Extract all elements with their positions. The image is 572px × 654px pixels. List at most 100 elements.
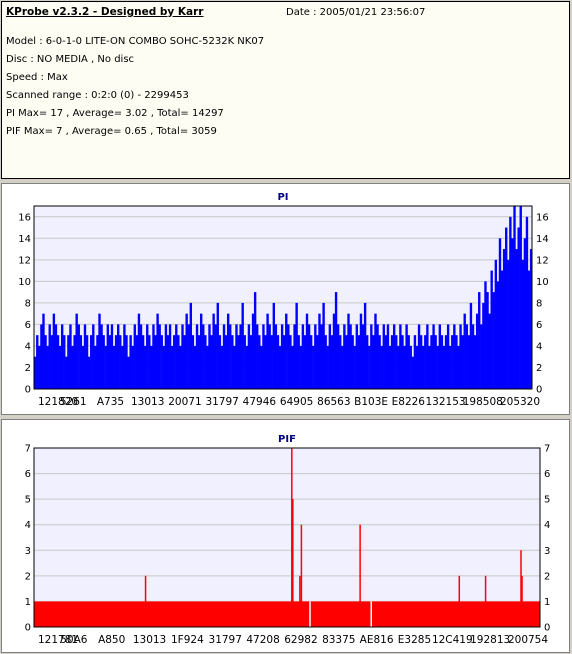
pi-bar [249, 335, 253, 389]
pif-spike [291, 448, 293, 627]
pif-summary-line: PIF Max= 7 , Average= 0.65 , Total= 3059 [6, 126, 217, 137]
pi-bar [229, 324, 232, 389]
plot-area [33, 447, 541, 628]
pi-bar [509, 216, 512, 389]
pi-bar [106, 324, 109, 389]
pi-bar [334, 292, 338, 389]
y-tick-label-right: 4 [536, 341, 542, 352]
x-tick-label: 13013 [131, 396, 164, 408]
pi-bar [388, 345, 392, 389]
scan-date: Date : 2005/01/21 23:56:07 [286, 7, 426, 18]
pi-bar [56, 335, 60, 389]
pi-bar [108, 335, 112, 389]
x-tick-label: 20071 [168, 396, 201, 408]
pi-bar [189, 302, 192, 389]
x-tick-label: 5261 [60, 396, 87, 408]
pi-bar [527, 270, 531, 389]
pi-bar [187, 324, 190, 389]
pi-bar [226, 313, 230, 389]
y-tick-label-right: 2 [544, 571, 550, 582]
y-tick-label-left: 14 [18, 234, 31, 245]
pi-bar [322, 302, 325, 389]
y-tick-label-right: 14 [536, 234, 549, 245]
pif-spike [292, 499, 294, 627]
pif-spike [359, 524, 361, 627]
pi-bar [121, 345, 124, 389]
pi-bar [353, 345, 356, 389]
y-tick-label-right: 2 [536, 363, 542, 374]
pi-bar [206, 345, 209, 389]
pi-bar [430, 335, 433, 389]
pi-bar [195, 324, 199, 389]
pi-bar [48, 324, 51, 389]
pi-bar [191, 335, 195, 389]
pi-bar [202, 324, 205, 389]
pi-bar [486, 292, 489, 389]
pi-bar [110, 324, 114, 389]
y-tick-label-left: 4 [25, 341, 31, 352]
pi-bar [231, 335, 234, 389]
pi-bar [65, 356, 68, 389]
x-tick-label: 205320 [500, 396, 540, 408]
pi-bar [363, 302, 367, 389]
y-tick-label-left: 5 [25, 495, 31, 506]
pi-bar [179, 345, 182, 389]
pi-bar [529, 249, 533, 389]
pi-bar [488, 313, 491, 389]
pi-bar [260, 345, 263, 389]
pi-bar [525, 216, 529, 389]
pi-bar [276, 335, 280, 389]
pi-bar [42, 313, 45, 389]
pi-bar [295, 302, 298, 389]
x-tick-label: 47946 [243, 396, 277, 408]
pi-bar [349, 324, 352, 389]
pi-bar [405, 324, 408, 389]
pi-bar [85, 335, 89, 389]
x-tick-label: 198508 [463, 396, 503, 408]
pi-bar [218, 335, 222, 389]
pi-bar [469, 302, 473, 389]
pi-bar [183, 335, 186, 389]
y-tick-label-right: 3 [544, 546, 550, 557]
pi-bar [181, 324, 184, 389]
x-tick-label: A735 [97, 396, 124, 408]
pi-bar [422, 345, 425, 389]
pi-bar [370, 324, 373, 389]
pi-bar [117, 324, 120, 389]
pi-bar [148, 335, 151, 389]
x-tick-label: 1F924 [171, 634, 204, 646]
pi-bar [60, 324, 64, 389]
y-tick-label-left: 6 [25, 469, 31, 480]
pi-bar [442, 345, 446, 389]
pi-bar [75, 313, 78, 389]
pi-bar [251, 313, 255, 389]
pi-bar [417, 324, 421, 389]
y-tick-label-left: 8 [25, 298, 31, 309]
pi-bar [419, 335, 423, 389]
pi-bar [143, 345, 147, 389]
pi-bar [446, 324, 450, 389]
pif-spike [520, 550, 522, 627]
pi-bar [413, 335, 417, 389]
pi-bar [384, 335, 388, 389]
pi-bar [258, 335, 261, 389]
x-tick-label: 121781 [38, 634, 78, 646]
pi-bar [336, 324, 340, 389]
pi-bar [280, 324, 284, 389]
pi-bar [459, 324, 462, 389]
pi-bar [90, 335, 93, 389]
pi-bar [378, 335, 381, 389]
pi-bar [241, 302, 244, 389]
pi-bar [170, 345, 174, 389]
pi-bar [465, 324, 468, 389]
pi-bar [224, 335, 228, 389]
pi-bar [54, 324, 58, 389]
pi-bar [233, 345, 236, 389]
pi-bar [343, 324, 346, 389]
pi-bar [424, 335, 427, 389]
pi-bar [243, 335, 246, 389]
pi-bar [114, 335, 118, 389]
pi-bar [332, 313, 336, 389]
